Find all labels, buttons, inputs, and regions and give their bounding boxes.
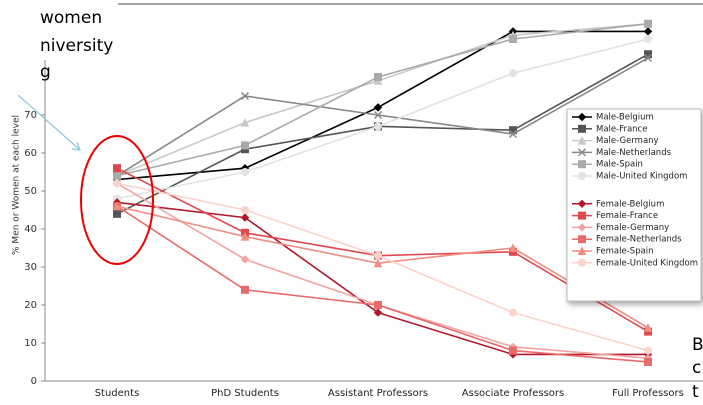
legend-label: Female-Germany	[596, 223, 669, 233]
y-tick-label: 60	[24, 148, 37, 159]
y-tick-label: 20	[24, 300, 37, 311]
point	[644, 19, 652, 28]
point	[374, 301, 382, 309]
point	[644, 346, 652, 355]
point	[509, 308, 517, 317]
point	[241, 141, 249, 150]
legend-label: Female-France	[596, 211, 658, 221]
point	[508, 129, 518, 139]
point	[509, 346, 517, 355]
point	[373, 308, 383, 317]
point	[578, 124, 586, 133]
legend-label: Male-Belgium	[596, 113, 654, 123]
highlight-ellipse	[80, 135, 154, 265]
point	[373, 110, 383, 120]
y-tick-label: 40	[24, 224, 37, 235]
point	[643, 323, 653, 332]
point	[644, 35, 652, 43]
point	[577, 246, 587, 255]
point	[113, 209, 121, 218]
legend-label: Female-United Kingdom	[596, 258, 698, 268]
point	[373, 103, 383, 112]
cropped-text: B	[692, 335, 703, 355]
point	[240, 255, 250, 264]
point	[509, 69, 517, 78]
point	[241, 168, 249, 176]
cropped-text: women	[40, 8, 102, 28]
point	[577, 223, 587, 232]
y-tick-label: 30	[24, 262, 37, 273]
point	[241, 206, 249, 214]
point	[241, 285, 249, 294]
y-axis-label: % Men or Women at each level	[12, 115, 22, 255]
point	[374, 73, 382, 81]
legend-label: Male-Spain	[596, 160, 643, 170]
callout-arrowhead	[71, 141, 81, 151]
point	[373, 258, 383, 268]
point	[240, 91, 250, 101]
point	[113, 171, 121, 180]
point	[508, 243, 518, 252]
point	[112, 201, 122, 211]
legend-label: Female-Spain	[596, 247, 654, 257]
legend-label: Female-Belgium	[596, 199, 664, 209]
cropped-text: c	[692, 358, 701, 378]
legend-label: Male-United Kingdom	[596, 172, 687, 182]
point	[644, 358, 652, 366]
legend-label: Male-France	[596, 124, 647, 134]
legend-label: Male-Germany	[596, 136, 659, 146]
point	[374, 251, 382, 260]
point	[578, 160, 586, 169]
point	[578, 235, 586, 244]
x-tick-label: Students	[95, 388, 140, 399]
point	[113, 164, 121, 173]
point	[240, 117, 250, 127]
legend-label: Female-Netherlands	[596, 235, 682, 245]
x-tick-label: Full Professors	[612, 388, 684, 399]
point	[240, 231, 250, 241]
y-tick-label: 10	[24, 338, 37, 349]
point	[113, 179, 121, 188]
x-tick-label: Assistant Professors	[328, 388, 428, 399]
legend-label: Male-Netherlands	[596, 148, 672, 158]
y-tick-label: 70	[24, 110, 37, 121]
point	[240, 213, 250, 222]
point	[578, 211, 586, 220]
point	[578, 258, 586, 267]
cropped-text: g	[40, 62, 51, 82]
point	[577, 199, 587, 209]
x-tick-label: PhD Students	[211, 388, 279, 399]
y-tick-label: 50	[24, 186, 37, 197]
point	[374, 122, 382, 131]
callout-arrow	[17, 94, 81, 151]
point	[509, 35, 517, 43]
cropped-text: t	[692, 382, 699, 402]
point	[577, 135, 587, 145]
cropped-text: niversity	[40, 36, 113, 56]
point	[578, 172, 586, 180]
x-tick-label: Associate Professors	[462, 388, 564, 399]
y-tick-label: 0	[31, 376, 37, 387]
point	[644, 50, 652, 59]
point	[643, 27, 653, 36]
point	[577, 148, 587, 157]
point	[577, 112, 587, 122]
point	[643, 53, 653, 63]
